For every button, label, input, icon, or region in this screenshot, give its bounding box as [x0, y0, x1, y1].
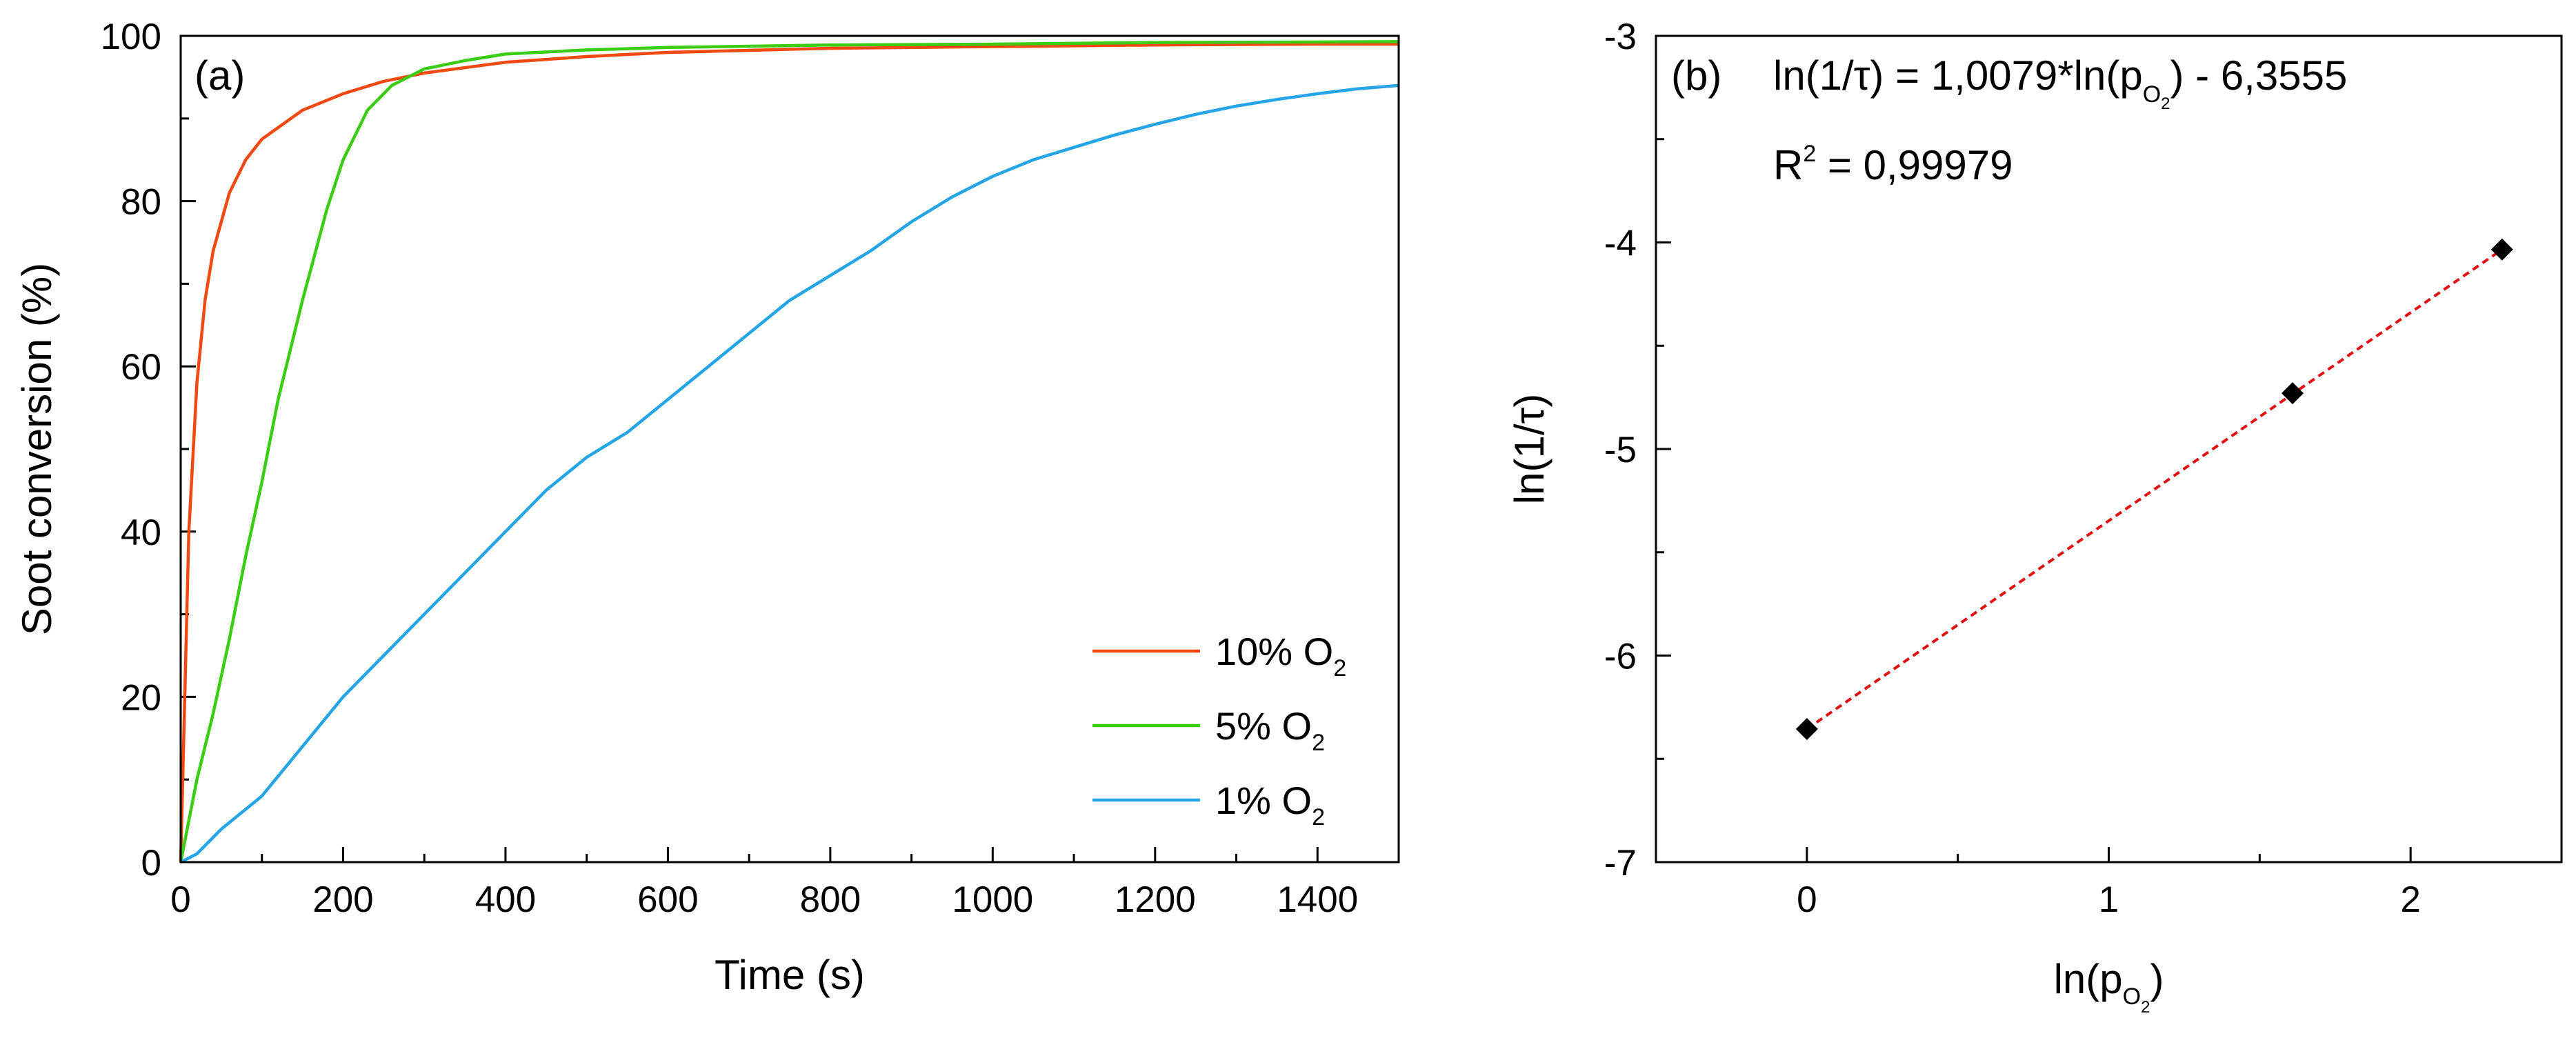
x-label-subscript: O — [2123, 984, 2141, 1010]
x-tick-label: 1200 — [1115, 879, 1196, 920]
r2-label: R — [1773, 142, 1803, 188]
x-label-main: ln(p — [2054, 956, 2123, 1002]
legend-label: 1% O2 — [1215, 779, 1325, 830]
y-tick-label: -5 — [1604, 430, 1637, 470]
x-tick-label: 1400 — [1277, 879, 1358, 920]
y-tick-label: -4 — [1604, 223, 1637, 264]
x-tick-label: 200 — [312, 879, 373, 920]
panel-b-plot-frame — [1655, 34, 2563, 864]
data-point-marker — [2282, 382, 2304, 405]
series-line-1-o2 — [179, 83, 1399, 864]
y-tick-label: 0 — [141, 843, 161, 884]
y-tick-label: 40 — [121, 512, 161, 553]
equation-prefix: ln(1/τ) = 1,0079*ln(p — [1773, 52, 2143, 99]
x-label-subsubscript: 2 — [2141, 998, 2150, 1017]
equation-suffix: ) - 6,3555 — [2170, 52, 2348, 99]
x-tick-label: 600 — [637, 879, 698, 920]
panel-a-label: (a) — [194, 52, 245, 99]
panel-b-arrhenius-fit-chart: 0 1 2-7-6-5-4-3 (b) ln(1/τ) = 1,0079*ln(pO… — [1506, 17, 2563, 1017]
x-label-end: ) — [2150, 956, 2164, 1002]
y-tick-label: 20 — [121, 677, 161, 718]
r2-superscript: 2 — [1803, 141, 1816, 167]
panel-a-legend: 10% O25% O21% O2 — [1092, 630, 1346, 830]
x-tick-label: 400 — [475, 879, 536, 920]
x-tick-label: 1000 — [952, 879, 1033, 920]
x-tick-label: 1 — [2099, 879, 2119, 920]
legend-label: 5% O2 — [1215, 704, 1325, 756]
panel-b-fit-equation: ln(1/τ) = 1,0079*ln(pO2) - 6,3555 — [1773, 52, 2347, 113]
y-tick-label: -3 — [1604, 17, 1637, 57]
equation-subscript: O — [2143, 81, 2161, 108]
panel-b-r-squared: R2 = 0,99979 — [1773, 141, 2013, 188]
legend-label-text: 1% O — [1215, 779, 1312, 822]
panel-a-soot-conversion-chart: 0 200 400 600 800 1000 1200 1400 0 20 40 60 80 100 (a… — [14, 17, 1400, 998]
panel-b-x-axis-label: ln(pO2) — [2054, 956, 2164, 1017]
legend-label-subscript: 2 — [1312, 730, 1325, 756]
x-tick-label: 0 — [170, 879, 190, 920]
y-tick-label: 80 — [121, 182, 161, 223]
data-point-marker — [2490, 238, 2513, 261]
panel-a-tick-labels: 0 200 400 600 800 1000 1200 1400 0 20 40 60 80 100 — [101, 17, 1359, 920]
equation-subsubscript: 2 — [2161, 94, 2170, 113]
panel-b-fit-line — [1806, 248, 2503, 730]
series-line-5-o2 — [179, 40, 1399, 863]
data-point-marker — [1795, 717, 1818, 740]
panel-b-y-axis-label: ln(1/τ) — [1506, 394, 1552, 504]
panel-a-ticks — [179, 34, 1400, 864]
legend-label-text: 10% O — [1215, 630, 1333, 673]
panel-a-series-lines — [179, 40, 1399, 864]
y-tick-label: 100 — [101, 17, 161, 57]
y-tick-label: -7 — [1604, 843, 1637, 884]
panel-a-plot-frame — [179, 34, 1400, 864]
panel-b-label: (b) — [1671, 52, 1721, 99]
panel-b-data-points — [1795, 238, 2513, 740]
panel-b-tick-labels: 0 1 2 -7 -6 -5 -4 -3 — [1604, 17, 2421, 920]
x-tick-label: 0 — [1797, 879, 1817, 920]
x-tick-label: 800 — [800, 879, 861, 920]
panel-a-y-axis-label: Soot conversion (%) — [14, 263, 60, 635]
legend-label-subscript: 2 — [1312, 804, 1325, 830]
r2-value: = 0,99979 — [1816, 142, 2013, 188]
legend-label-text: 5% O — [1215, 704, 1312, 748]
x-tick-label: 2 — [2400, 879, 2420, 920]
panel-a-x-axis-label: Time (s) — [715, 952, 865, 998]
y-tick-label: 60 — [121, 347, 161, 388]
y-tick-label: -6 — [1604, 637, 1637, 677]
legend-label: 10% O2 — [1215, 630, 1346, 681]
legend-label-subscript: 2 — [1333, 655, 1346, 681]
series-line-10-o2 — [179, 42, 1399, 863]
